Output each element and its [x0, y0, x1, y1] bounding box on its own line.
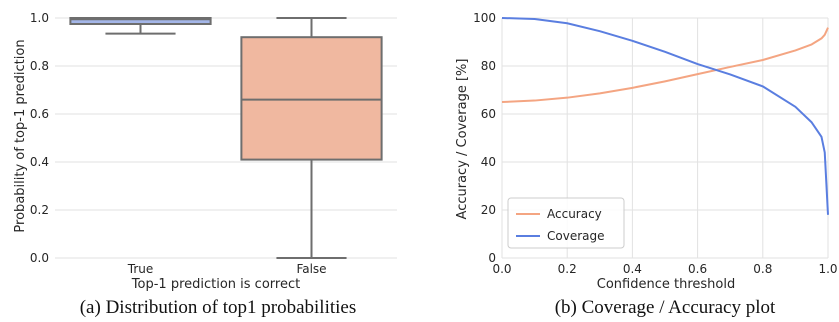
line-chart-panel: 0 20 40 60 80 100 0.0 0.2 0.4 0.6 0.8 1.0 Accuracy…	[455, 11, 838, 318]
box-iqr	[240, 36, 383, 161]
line-x-tick-label: 0.8	[753, 262, 772, 276]
box-plot-caption: (a) Distribution of top1 probabilities	[80, 297, 357, 318]
box-x-tick-label: False	[296, 262, 326, 276]
box-false	[240, 17, 383, 259]
box-y-tick-label: 0.2	[30, 203, 49, 217]
box-y-tick-label: 1.0	[30, 11, 49, 25]
line-x-tick-label: 0.4	[623, 262, 642, 276]
box-plot-boxes	[69, 17, 383, 259]
line-chart-y-ticks: 0 20 40 60 80 100	[473, 11, 496, 265]
box-y-tick-label: 0.8	[30, 59, 49, 73]
box-y-tick-label: 0.0	[30, 251, 49, 265]
line-x-tick-label: 0.0	[492, 262, 511, 276]
series-line-accuracy	[501, 27, 829, 103]
box-true	[69, 17, 212, 35]
line-x-tick-label: 1.0	[818, 262, 837, 276]
line-y-tick-label: 0	[488, 251, 496, 265]
line-chart-caption: (b) Coverage / Accuracy plot	[555, 297, 776, 318]
line-y-tick-label: 80	[481, 59, 496, 73]
line-chart-x-ticks: 0.0 0.2 0.4 0.6 0.8 1.0	[492, 262, 837, 276]
box-plot-y-ticks: 0.0 0.2 0.4 0.6 0.8 1.0	[30, 11, 49, 265]
line-x-tick-label: 0.6	[688, 262, 707, 276]
box-y-tick-label: 0.4	[30, 155, 49, 169]
line-x-tick-label: 0.2	[558, 262, 577, 276]
line-y-tick-label: 60	[481, 107, 496, 121]
line-chart-series	[501, 17, 829, 215]
line-y-tick-label: 20	[481, 203, 496, 217]
box-plot-panel: 0.0 0.2 0.4 0.6 0.8 1.0 True False Top-1 predi…	[13, 11, 397, 318]
box-plot-x-axis-label: Top-1 prediction is correct	[131, 277, 300, 292]
box-y-tick-label: 0.6	[30, 107, 49, 121]
legend-label-coverage: Coverage	[547, 229, 605, 243]
box-plot-x-ticks: True False	[127, 262, 327, 276]
box-iqr	[69, 17, 212, 25]
line-chart-legend: Accuracy Coverage	[507, 197, 625, 249]
legend-label-accuracy: Accuracy	[547, 207, 602, 221]
series-line-coverage	[501, 17, 829, 215]
box-x-tick-label: True	[127, 262, 154, 276]
line-chart-y-axis-label: Accuracy / Coverage [%]	[455, 59, 470, 220]
box-plot-y-axis-label: Probability of top-1 prediction	[13, 39, 28, 232]
line-chart-x-axis-label: Confidence threshold	[597, 277, 735, 292]
line-y-tick-label: 100	[473, 11, 496, 25]
line-y-tick-label: 40	[481, 155, 496, 169]
